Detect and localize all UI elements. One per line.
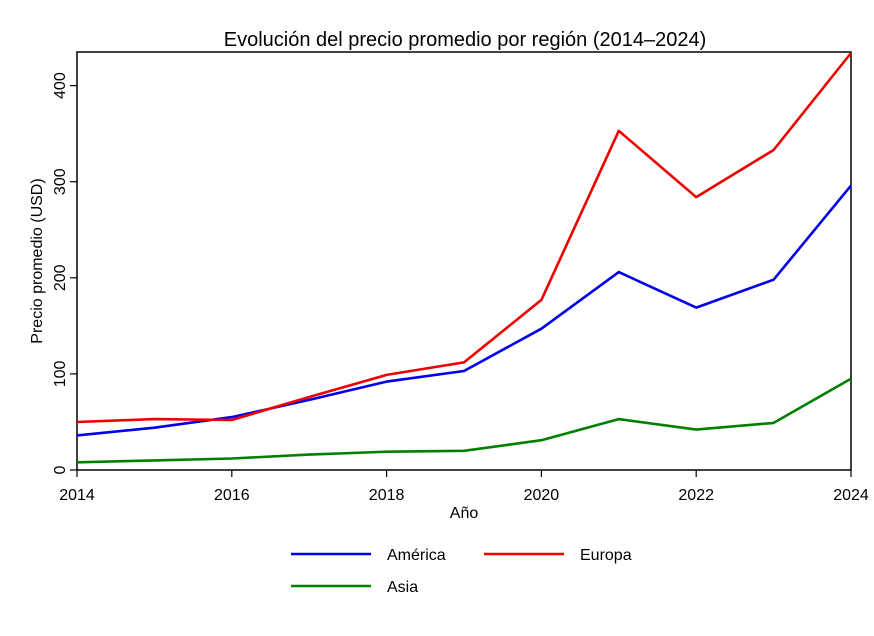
x-tick-label: 2016 bbox=[214, 487, 250, 504]
y-tick-label: 100 bbox=[52, 360, 69, 387]
x-axis: 2014 2016 2018 2020 2022 2024 bbox=[59, 470, 869, 504]
x-tick-label: 2022 bbox=[678, 487, 714, 504]
y-tick-label: 300 bbox=[52, 168, 69, 195]
y-tick-label: 0 bbox=[52, 465, 69, 474]
series-lines bbox=[76, 52, 853, 464]
x-axis-label: Año bbox=[450, 505, 479, 522]
legend: América Europa Asia bbox=[291, 547, 632, 596]
x-tick-label: 2024 bbox=[833, 487, 869, 504]
legend-label: Asia bbox=[387, 579, 418, 596]
x-tick-label: 2014 bbox=[59, 487, 95, 504]
x-tick-label: 2020 bbox=[524, 487, 560, 504]
y-tick-label: 200 bbox=[52, 264, 69, 291]
y-axis-label: Precio promedio (USD) bbox=[29, 178, 46, 343]
x-tick-label: 2018 bbox=[369, 487, 405, 504]
plot-area-frame bbox=[76, 51, 852, 471]
series-line-america bbox=[76, 184, 853, 437]
chart-title: Evolución del precio promedio por región… bbox=[224, 29, 707, 51]
legend-label: América bbox=[387, 547, 446, 564]
y-tick-label: 400 bbox=[52, 72, 69, 99]
series-line-asia bbox=[76, 377, 852, 464]
legend-label: Europa bbox=[580, 547, 632, 564]
series-line-europa bbox=[76, 52, 853, 424]
y-axis: 0 100 200 300 400 bbox=[52, 72, 77, 474]
